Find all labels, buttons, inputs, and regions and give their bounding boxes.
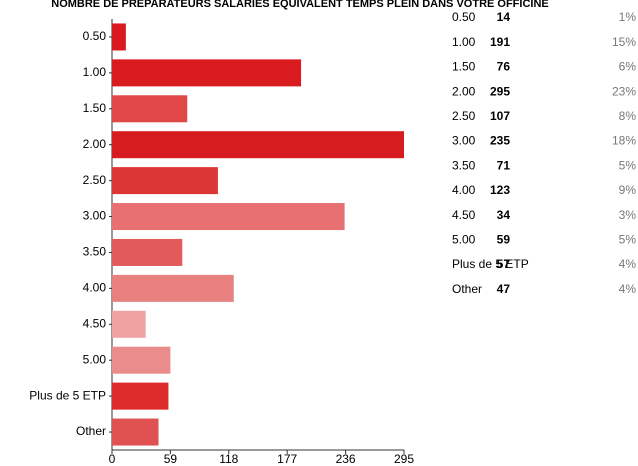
table-category: 2.00 [452, 84, 476, 98]
table-category: Plus de 5 ETP [452, 257, 529, 271]
chart-title: NOMBRE DE PRÉPARATEURS SALARIÉS ÉQUIVALE… [51, 0, 548, 10]
table-share: 6% [619, 60, 637, 74]
y-tick-label: 2.00 [83, 137, 107, 151]
x-tick-label: 177 [277, 452, 297, 466]
table-share: 3% [619, 208, 637, 222]
table-count: 295 [490, 84, 510, 98]
table-category: 3.00 [452, 134, 476, 148]
table-count: 71 [497, 158, 511, 172]
table-count: 34 [497, 208, 511, 222]
x-tick-label: 118 [219, 452, 238, 466]
table-share: 9% [619, 183, 637, 197]
table-category: 5.00 [452, 232, 476, 246]
table-share: 23% [612, 84, 636, 98]
table-category: 2.50 [452, 109, 476, 123]
bar [112, 310, 146, 338]
table-count: 14 [497, 10, 511, 24]
table-count: 123 [490, 183, 510, 197]
table-share: 5% [619, 232, 637, 246]
y-tick-label: 0.50 [83, 29, 107, 43]
bar [112, 346, 171, 374]
y-tick-label: Plus de 5 ETP [29, 388, 106, 402]
bar [112, 131, 404, 159]
table-category: 0.50 [452, 10, 476, 24]
table-share: 15% [612, 35, 636, 49]
x-tick-label: 59 [164, 452, 178, 466]
table-share: 5% [619, 158, 637, 172]
x-tick-label: 295 [394, 452, 414, 466]
table-count: 191 [490, 35, 510, 49]
x-tick-label: 0 [109, 452, 116, 466]
table-count: 76 [497, 60, 511, 74]
y-tick-label: 4.00 [83, 281, 107, 295]
table-category: 4.50 [452, 208, 476, 222]
table-category: 1.00 [452, 35, 476, 49]
table-count: 57 [497, 257, 511, 271]
table-count: 47 [497, 282, 511, 296]
bar [112, 95, 188, 123]
bar [112, 203, 345, 231]
bar [112, 167, 218, 195]
table-share: 4% [619, 282, 637, 296]
table-category: Other [452, 282, 482, 296]
bar [112, 23, 126, 51]
y-tick-label: 1.50 [83, 101, 107, 115]
y-tick-label: 2.50 [83, 173, 107, 187]
bar [112, 59, 302, 87]
y-tick-label: 3.50 [83, 245, 107, 259]
table-share: 4% [619, 257, 637, 271]
table-share: 18% [612, 134, 636, 148]
bar [112, 382, 169, 410]
table-category: 1.50 [452, 60, 476, 74]
table-count: 107 [490, 109, 510, 123]
y-tick-label: 1.00 [83, 65, 107, 79]
table-count: 59 [497, 232, 511, 246]
y-tick-label: Other [76, 424, 106, 438]
y-tick-label: 5.00 [83, 352, 107, 366]
bar [112, 274, 234, 302]
y-tick-label: 4.50 [83, 316, 107, 330]
table-share: 1% [619, 10, 637, 24]
table-share: 8% [619, 109, 637, 123]
table-category: 4.00 [452, 183, 476, 197]
table-category: 3.50 [452, 158, 476, 172]
bar [112, 238, 183, 266]
table-count: 235 [490, 134, 510, 148]
bar [112, 418, 159, 446]
y-tick-label: 3.00 [83, 209, 107, 223]
x-tick-label: 236 [336, 452, 356, 466]
